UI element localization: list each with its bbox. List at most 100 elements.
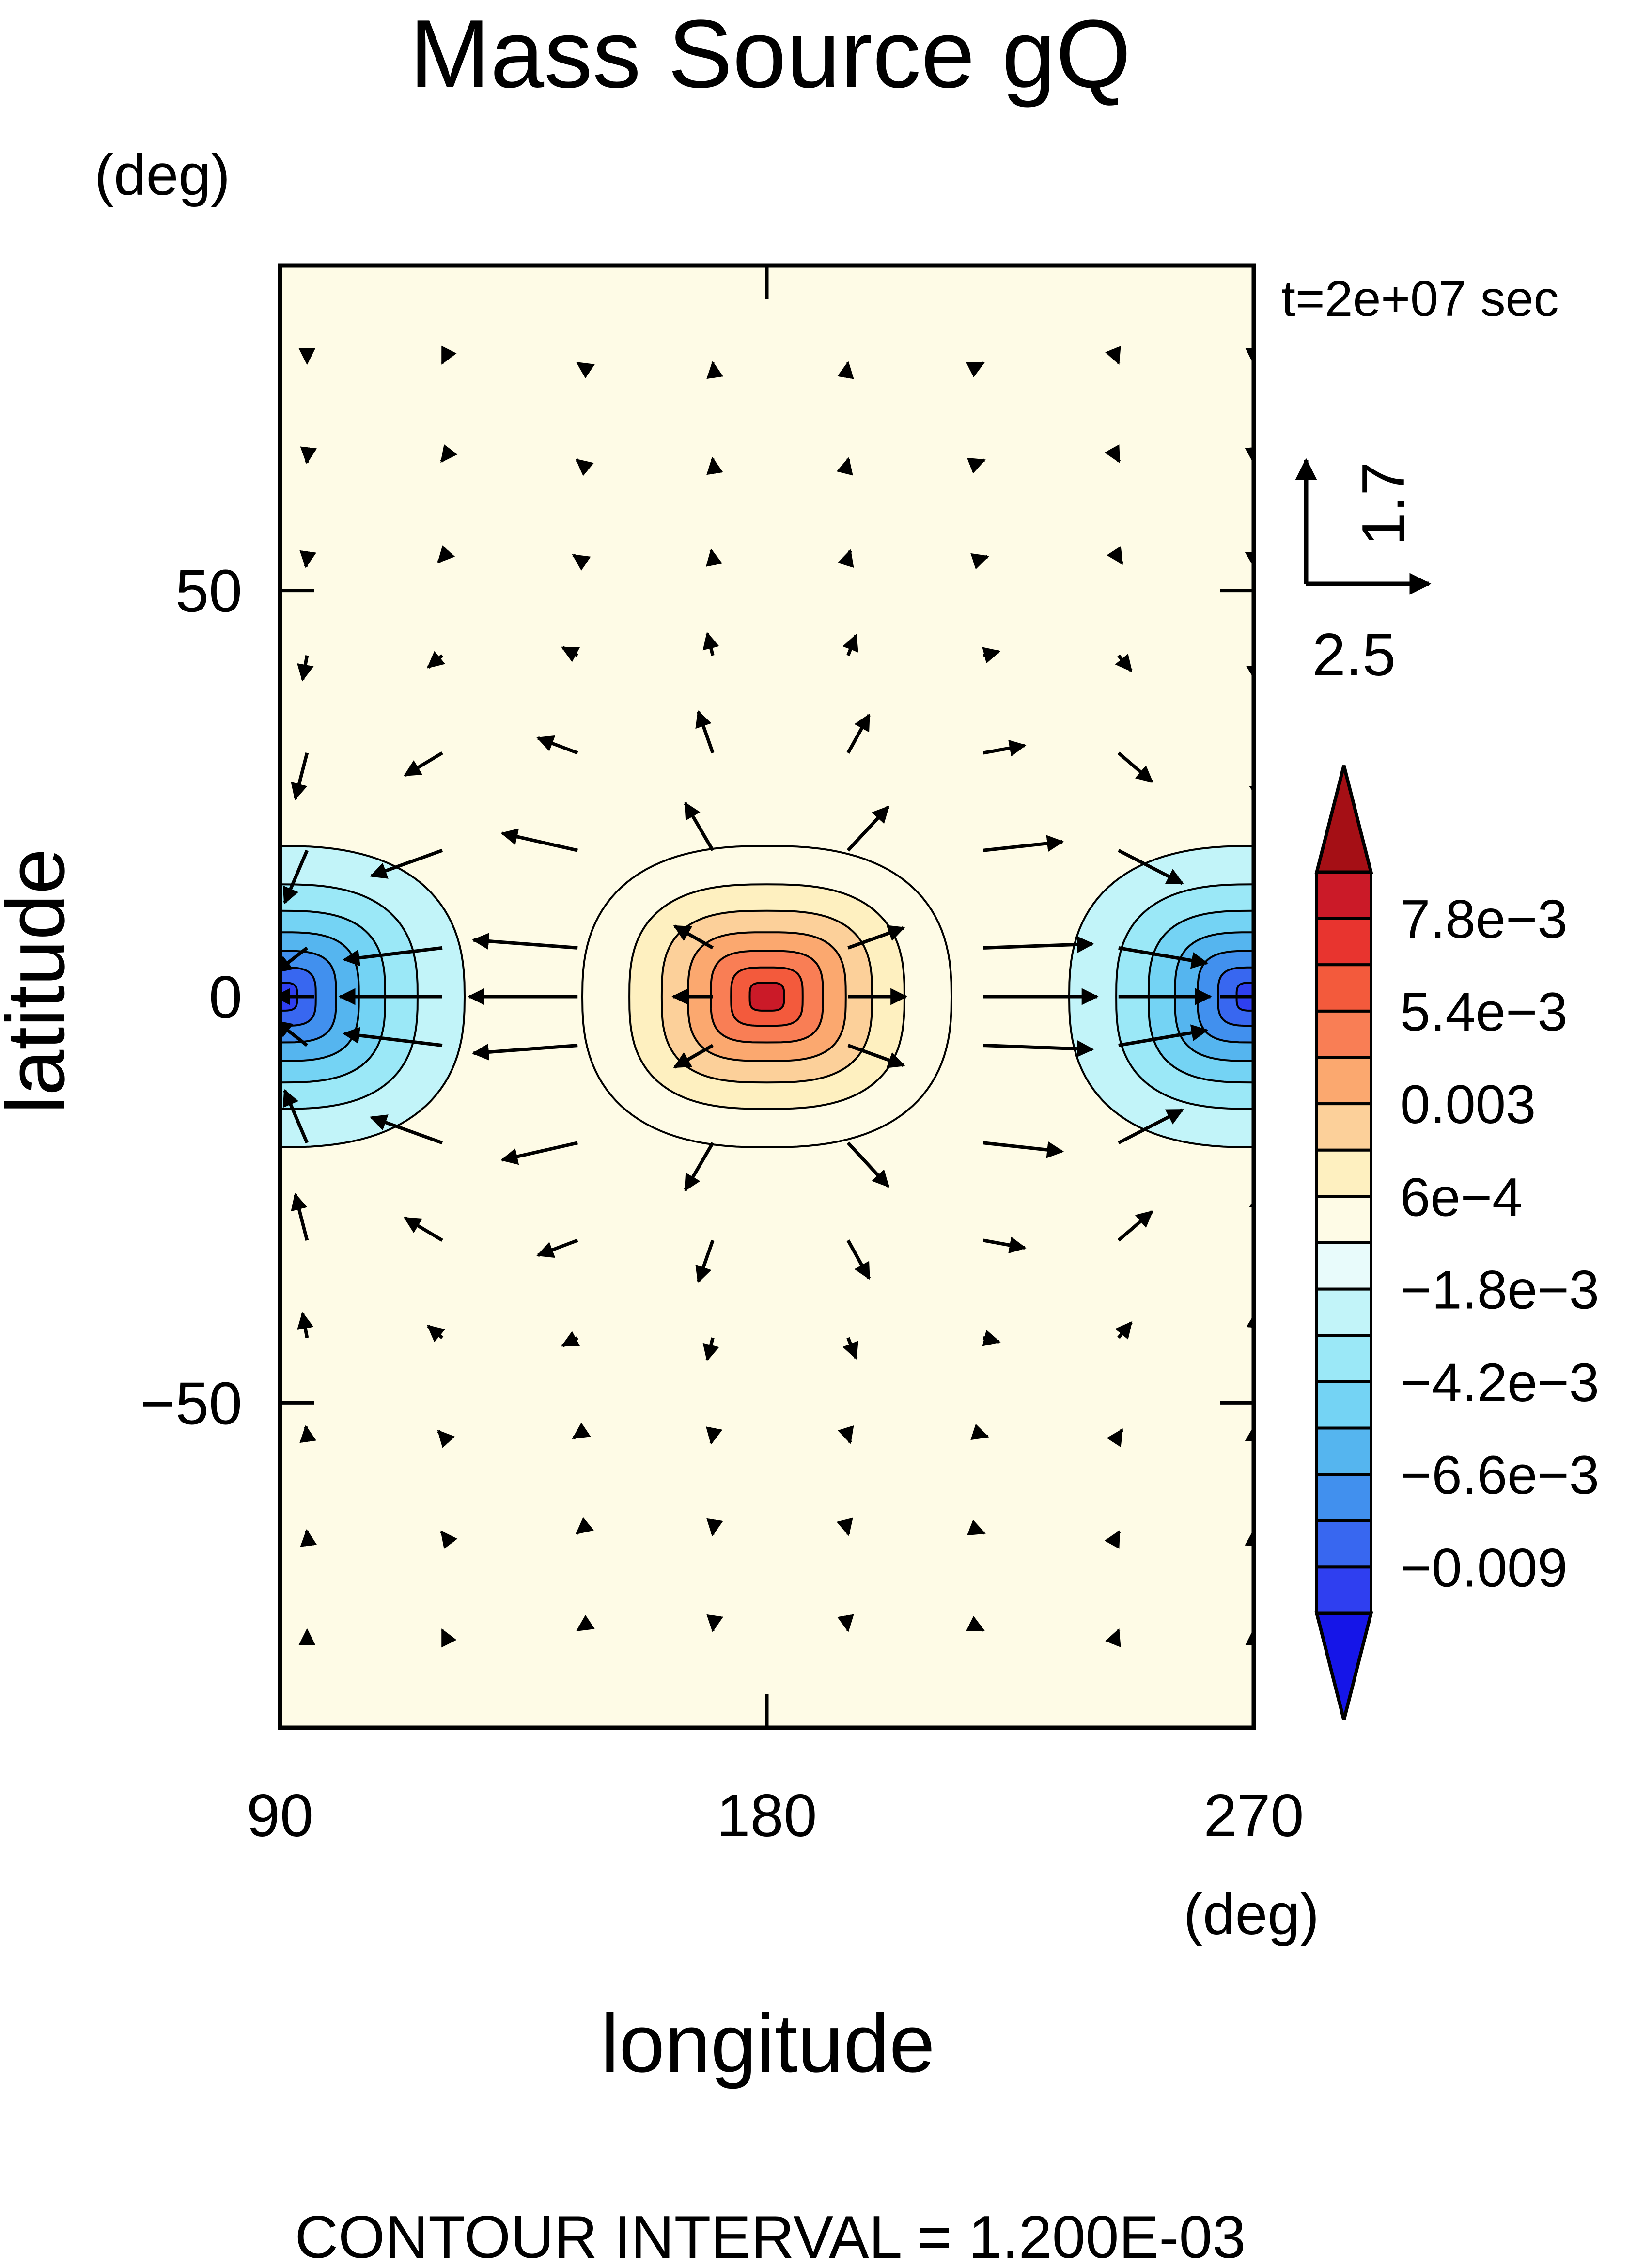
wind-vector-245-54	[1107, 546, 1124, 565]
wind-vector-95--54	[299, 1425, 317, 1443]
colorbar-label-3: 6e−4	[1400, 1167, 1522, 1227]
wind-vector-95-54	[299, 550, 317, 568]
wind-vectors	[280, 345, 1254, 1648]
reference-vector-x-value: 2.5	[1312, 622, 1396, 688]
wind-vector-120-42	[427, 651, 446, 669]
colorbar-box-11	[1315, 1380, 1372, 1430]
wind-vector-95-42	[297, 655, 314, 682]
x-axis-label: longitude	[601, 1998, 935, 2090]
wind-vector-245-18	[1118, 849, 1184, 885]
wind-vector-220-66	[966, 457, 986, 474]
wind-vector-220--18	[983, 1141, 1064, 1158]
colorbar	[1314, 765, 1373, 1720]
wind-vector-195-66	[836, 457, 853, 476]
colorbar-box-15	[1315, 1565, 1372, 1615]
wind-vector-145--18	[500, 1141, 578, 1165]
wind-vector-195--18	[846, 1141, 889, 1188]
contour-interval-footer: CONTOUR INTERVAL = 1.200E-03	[295, 2204, 1246, 2267]
wind-vector-95-18	[282, 849, 309, 905]
colorbar-box-5	[1315, 1102, 1372, 1152]
y-tick-label-0: 0	[209, 964, 242, 1031]
wind-vector-245-6	[1118, 946, 1209, 969]
wind-vector-120-18	[370, 848, 443, 879]
colorbar-label-0: 7.8e−3	[1400, 889, 1568, 950]
wind-vector-195--42	[842, 1337, 858, 1360]
wind-vector-120--30	[403, 1216, 443, 1242]
wind-vector-120-30	[403, 751, 443, 777]
wind-vector-220-54	[970, 553, 989, 570]
y-tick-labels: 50 0 −50	[140, 558, 242, 1438]
colorbar-box-9	[1315, 1287, 1372, 1337]
wind-vector-245--42	[1115, 1321, 1133, 1340]
x-unit-label: (deg)	[1184, 1882, 1319, 1947]
wind-vector-220--54	[970, 1423, 989, 1440]
colorbar-box-4	[1315, 1056, 1372, 1106]
wind-vector-170-18	[684, 801, 715, 851]
colorbar-label-6: −6.6e−3	[1400, 1445, 1599, 1505]
wind-vector-145--6	[472, 1043, 578, 1061]
wind-vector-170--30	[695, 1239, 715, 1283]
wind-vector-170--18	[684, 1142, 715, 1192]
y-axis-label: latitude	[0, 848, 82, 1114]
wind-vector-195-54	[838, 549, 854, 568]
colorbar-labels: 7.8e−3 5.4e−3 0.003 6e−4 −1.8e−3 −4.2e−3 −6.6e…	[1400, 889, 1599, 1598]
wind-vector-170-42	[702, 632, 719, 656]
wind-vector-245--30	[1117, 1210, 1153, 1242]
wind-vector-195-18	[846, 805, 889, 852]
reference-vector-y-value: 1.7	[1350, 462, 1417, 546]
x-tick-labels: 90 180 270	[247, 1782, 1304, 1849]
colorbar-label-4: −1.8e−3	[1400, 1260, 1599, 1320]
plot-area	[280, 266, 1254, 1728]
wind-vector-145--42	[561, 1331, 580, 1347]
wind-vector-120--18	[370, 1114, 443, 1145]
wind-vector-170-6	[673, 924, 714, 950]
wind-vector-145-42	[561, 646, 580, 662]
time-label: t=2e+07 sec	[1281, 271, 1558, 327]
colorbar-label-7: −0.009	[1400, 1537, 1568, 1598]
wind-vector-220-6	[983, 936, 1094, 953]
wind-vector-220--6	[983, 1040, 1094, 1058]
wind-vector-245-42	[1115, 654, 1133, 672]
wind-vector-245--6	[1118, 1024, 1209, 1048]
wind-vector-245--66	[1104, 1530, 1121, 1549]
colorbar-box-3	[1315, 1009, 1372, 1059]
y-tick-label--50: −50	[140, 1370, 242, 1437]
x-tick-label-270: 270	[1204, 1782, 1304, 1849]
wind-vector-120--66	[440, 1530, 458, 1549]
wind-vector-120--54	[437, 1430, 455, 1448]
colorbar-bottom-triangle	[1314, 1611, 1373, 1720]
wind-vector-170-30	[695, 710, 715, 754]
chart-title: Mass Source gQ	[409, 0, 1131, 108]
y-tick-label-50: 50	[175, 558, 242, 625]
wind-vector-195--54	[838, 1425, 854, 1444]
wind-vector-145-18	[500, 828, 578, 852]
colorbar-box-10	[1315, 1334, 1372, 1383]
wind-vector-245-66	[1104, 444, 1121, 464]
wind-vector-220--30	[983, 1236, 1027, 1254]
wind-vector-120--6	[342, 1027, 443, 1048]
colorbar-top-triangle	[1314, 765, 1373, 874]
colorbar-box-7	[1315, 1195, 1372, 1244]
wind-vector-95-30	[291, 752, 309, 800]
colorbar-box-14	[1315, 1519, 1372, 1569]
wind-vector-195-30	[846, 713, 871, 754]
wind-vector-145-30	[536, 735, 578, 755]
contour-level-pos-6	[748, 982, 785, 1012]
wind-vector-195--6	[847, 1044, 905, 1068]
colorbar-box-1	[1315, 917, 1372, 967]
wind-vector-120--42	[427, 1324, 446, 1343]
y-unit-label: (deg)	[94, 142, 230, 207]
wind-vector-195-42	[842, 633, 858, 657]
wind-vector-95--30	[291, 1193, 309, 1241]
colorbar-label-5: −4.2e−3	[1400, 1352, 1599, 1413]
wind-vector-245--18	[1118, 1108, 1184, 1144]
x-tick-label-180: 180	[717, 1782, 817, 1849]
wind-vector-245--54	[1107, 1428, 1124, 1448]
colorbar-label-1: 5.4e−3	[1400, 982, 1568, 1042]
wind-vector-170--54	[706, 1426, 723, 1445]
wind-vector-170-54	[706, 548, 723, 567]
wind-vector-120-54	[437, 545, 455, 563]
wind-vector-195-6	[847, 925, 905, 950]
wind-vector-95--18	[282, 1089, 309, 1144]
